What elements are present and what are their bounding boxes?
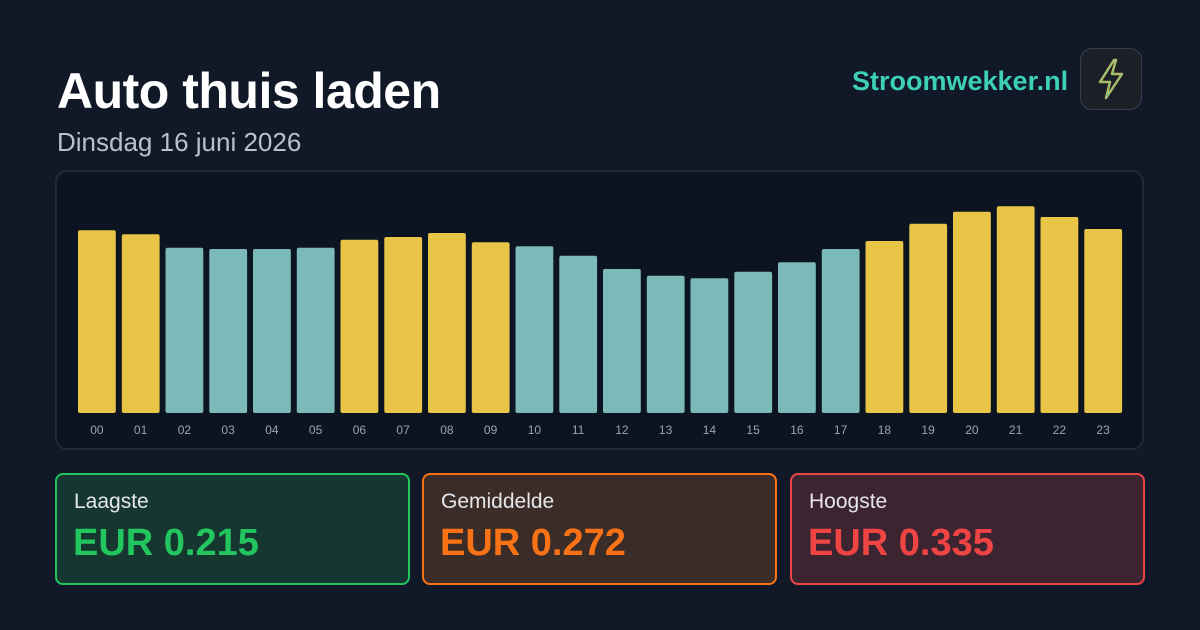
page-title: Auto thuis laden: [57, 63, 441, 119]
x-tick-label-05: 05: [309, 423, 323, 437]
bar-hour-00: [78, 230, 116, 413]
x-tick-label-19: 19: [921, 423, 935, 437]
x-tick-label-09: 09: [484, 423, 498, 437]
bar-hour-18: [865, 241, 904, 413]
x-tick-label-10: 10: [528, 423, 542, 437]
x-tick-label-14: 14: [703, 423, 717, 437]
average-price-value: EUR 0.272: [440, 522, 626, 564]
x-tick-label-01: 01: [134, 423, 148, 437]
bar-hour-15: [734, 271, 773, 413]
bar-hour-10: [515, 246, 554, 413]
bar-hour-17: [821, 249, 860, 413]
x-tick-label-17: 17: [834, 423, 848, 437]
x-tick-label-00: 00: [90, 423, 104, 437]
x-tick-label-18: 18: [878, 423, 892, 437]
highest-price-value: EUR 0.335: [808, 522, 994, 564]
x-tick-label-21: 21: [1009, 423, 1023, 437]
price-chart-svg: 00 01 02 03 04 05 06 07 08 09 10 11 12 13 14 15 16 17 18 19…: [78, 206, 1123, 437]
bar-hour-21: [996, 206, 1035, 413]
bar-hour-12: [603, 269, 641, 413]
price-chart: 00 01 02 03 04 05 06 07 08 09 10 11 12 13 14 15 16 17 18 19…: [55, 170, 1144, 450]
bar-hour-16: [778, 262, 816, 413]
x-tick-label-07: 07: [396, 423, 410, 437]
x-tick-label-06: 06: [353, 423, 367, 437]
bar-hour-05: [296, 247, 335, 413]
highest-price-label: Hoogste: [809, 490, 888, 513]
x-tick-label-13: 13: [659, 423, 673, 437]
lightning-bolt-icon: [1098, 58, 1124, 100]
lowest-price-card: Laagste EUR 0.215: [55, 473, 410, 585]
bar-hour-08: [428, 233, 466, 413]
bar-hour-20: [953, 211, 991, 413]
average-price-label: Gemiddelde: [441, 490, 555, 513]
lowest-price-value: EUR 0.215: [73, 522, 259, 564]
brand-name[interactable]: Stroomwekker.nl: [852, 66, 1069, 96]
x-tick-label-20: 20: [965, 423, 979, 437]
bar-hour-11: [559, 255, 598, 413]
bar-hour-22: [1040, 217, 1079, 413]
bar-hour-07: [384, 237, 423, 413]
bar-hour-19: [909, 223, 948, 413]
average-price-card: Gemiddelde EUR 0.272: [422, 473, 777, 585]
stats-cards: Laagste EUR 0.215 Gemiddelde EUR 0.272 H…: [55, 473, 1145, 585]
bar-hour-14: [690, 278, 729, 413]
x-tick-label-02: 02: [178, 423, 192, 437]
x-tick-label-16: 16: [790, 423, 804, 437]
page-date: Dinsdag 16 juni 2026: [57, 127, 302, 157]
bar-hour-09: [471, 242, 510, 413]
x-tick-label-22: 22: [1053, 423, 1067, 437]
x-tick-label-11: 11: [572, 423, 585, 437]
x-tick-label-12: 12: [615, 423, 629, 437]
highest-price-card: Hoogste EUR 0.335: [790, 473, 1145, 585]
bar-hour-02: [165, 247, 204, 413]
x-tick-label-15: 15: [746, 423, 760, 437]
x-tick-label-04: 04: [265, 423, 279, 437]
brand-logo[interactable]: [1080, 48, 1142, 110]
bar-hour-03: [209, 249, 248, 413]
bar-hour-04: [253, 249, 291, 413]
lowest-price-label: Laagste: [74, 490, 149, 513]
bar-hour-06: [340, 239, 379, 413]
bar-hour-01: [121, 234, 160, 413]
bar-hour-23: [1084, 229, 1123, 413]
bar-hour-13: [646, 275, 685, 413]
x-tick-label-03: 03: [221, 423, 235, 437]
x-tick-label-08: 08: [440, 423, 454, 437]
x-tick-label-23: 23: [1096, 423, 1110, 437]
